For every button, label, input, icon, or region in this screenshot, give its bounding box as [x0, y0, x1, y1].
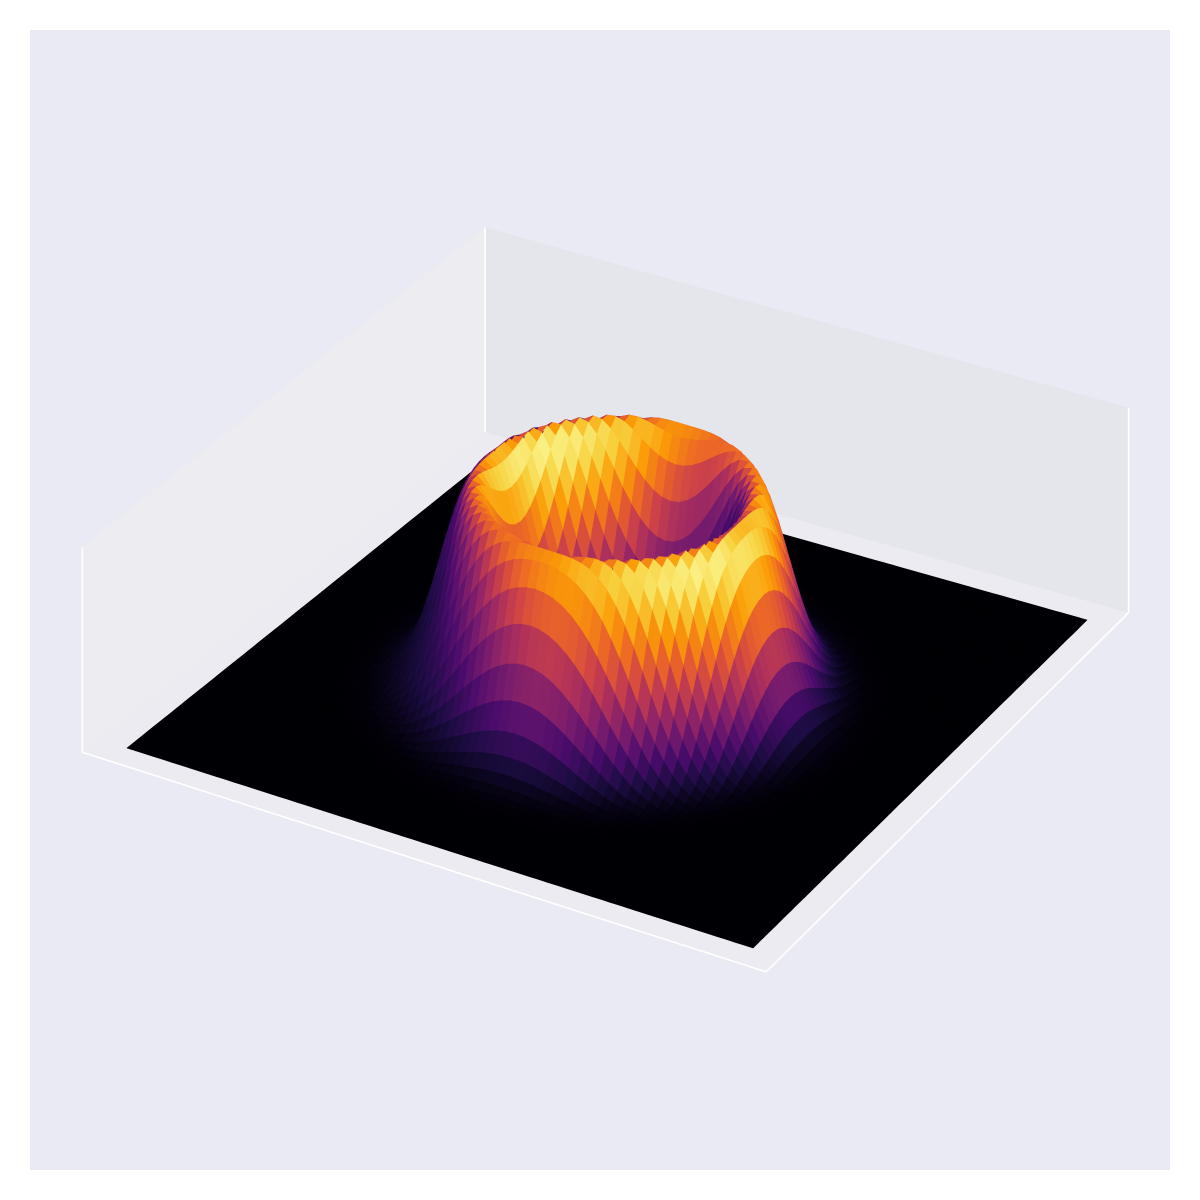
floor-front-edge: [81, 751, 767, 973]
left-pane: [82, 227, 485, 753]
back-pane: [484, 227, 1129, 613]
surface-mesh: [126, 414, 1088, 949]
floor-right-edge: [765, 612, 1130, 973]
